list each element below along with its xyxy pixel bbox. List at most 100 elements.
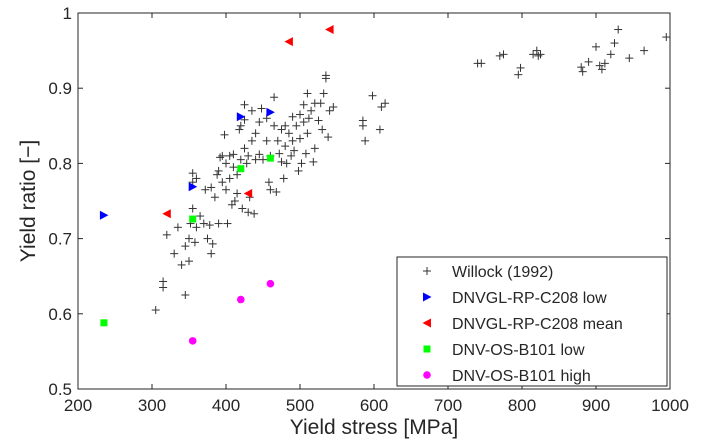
- data-point: [266, 185, 275, 194]
- data-point: [188, 169, 197, 178]
- data-point: [188, 337, 197, 345]
- data-point: [203, 234, 212, 243]
- data-point: [375, 125, 384, 134]
- data-point: [495, 51, 504, 60]
- data-point: [368, 91, 377, 100]
- data-point: [235, 125, 244, 134]
- data-point: [277, 157, 286, 166]
- data-point: [297, 159, 306, 168]
- data-point: [247, 106, 256, 115]
- data-point: [238, 204, 247, 213]
- data-point: [255, 118, 264, 127]
- data-point: [309, 157, 318, 166]
- data-point: [237, 165, 245, 173]
- data-point: [199, 219, 208, 228]
- data-point: [159, 277, 168, 286]
- data-point: [99, 210, 109, 220]
- data-point: [201, 185, 210, 194]
- y-tick-label: 0.7: [48, 230, 72, 249]
- data-point: [188, 204, 197, 213]
- data-point: [170, 249, 179, 258]
- data-point: [229, 150, 238, 159]
- series-1: [99, 107, 275, 220]
- data-point: [162, 209, 171, 219]
- data-point: [222, 185, 230, 194]
- data-point: [310, 144, 319, 153]
- legend: Willock (1992) DNVGL-RP-C208 low DNVGL-R…: [396, 256, 668, 387]
- y-tick-label: 1: [63, 4, 72, 23]
- data-point: [270, 121, 279, 130]
- data-point: [236, 112, 246, 122]
- data-point: [303, 129, 312, 138]
- data-point: [244, 151, 253, 160]
- series-0: [151, 25, 671, 315]
- data-point: [281, 142, 290, 151]
- y-axis-title: Yield ratio [−]: [17, 140, 40, 262]
- data-point: [597, 65, 606, 74]
- data-point: [284, 37, 293, 47]
- legend-marker: [423, 345, 431, 353]
- data-point: [321, 71, 330, 80]
- data-point: [299, 118, 308, 127]
- data-point: [233, 189, 242, 198]
- series-3: [100, 154, 274, 327]
- data-point: [304, 114, 313, 123]
- x-tick-label: 400: [212, 396, 240, 415]
- data-point: [584, 57, 593, 66]
- data-point: [240, 144, 249, 153]
- y-tick-label: 0.8: [48, 154, 72, 173]
- data-point: [361, 136, 370, 145]
- legend-label-dnv-os-low: DNV-OS-B101 low: [452, 342, 585, 359]
- data-point: [529, 50, 538, 59]
- data-point: [233, 170, 242, 179]
- data-point: [205, 221, 214, 230]
- data-point: [264, 178, 273, 187]
- data-point: [236, 121, 245, 130]
- data-point: [516, 63, 525, 72]
- data-point: [292, 121, 301, 130]
- data-point: [240, 100, 249, 109]
- data-point: [222, 159, 230, 168]
- data-point: [213, 170, 222, 179]
- data-point: [229, 163, 238, 172]
- data-point: [284, 129, 293, 138]
- data-point: [225, 151, 234, 160]
- legend-label-willock: Willock (1992): [452, 264, 553, 281]
- data-point: [329, 103, 338, 111]
- data-point: [190, 238, 199, 247]
- data-point: [287, 151, 296, 160]
- data-point: [290, 146, 299, 155]
- data-point: [301, 149, 310, 158]
- data-point: [592, 42, 600, 51]
- data-point: [262, 136, 271, 145]
- data-point: [600, 59, 609, 68]
- data-point: [640, 46, 649, 55]
- data-point: [185, 234, 193, 243]
- points-layer: [99, 25, 671, 345]
- data-point: [162, 230, 171, 239]
- x-tick-label: 500: [286, 396, 314, 415]
- data-point: [259, 155, 267, 164]
- data-point: [270, 93, 279, 102]
- data-point: [296, 134, 304, 143]
- x-tick-label: 600: [360, 396, 388, 415]
- data-point: [223, 219, 232, 228]
- data-point: [185, 257, 193, 266]
- data-point: [230, 197, 239, 205]
- data-point: [324, 133, 333, 142]
- legend-marker: [423, 371, 431, 379]
- data-point: [625, 54, 634, 63]
- data-point: [218, 178, 227, 187]
- data-point: [181, 291, 190, 299]
- data-point: [214, 166, 223, 175]
- data-point: [207, 249, 216, 258]
- data-point: [192, 174, 201, 183]
- data-point: [188, 182, 198, 192]
- data-point: [266, 279, 275, 288]
- data-point: [243, 188, 253, 198]
- legend-marker: [422, 318, 431, 328]
- data-point: [151, 306, 160, 315]
- data-point: [477, 59, 486, 68]
- data-point: [606, 50, 615, 59]
- data-point: [318, 125, 327, 134]
